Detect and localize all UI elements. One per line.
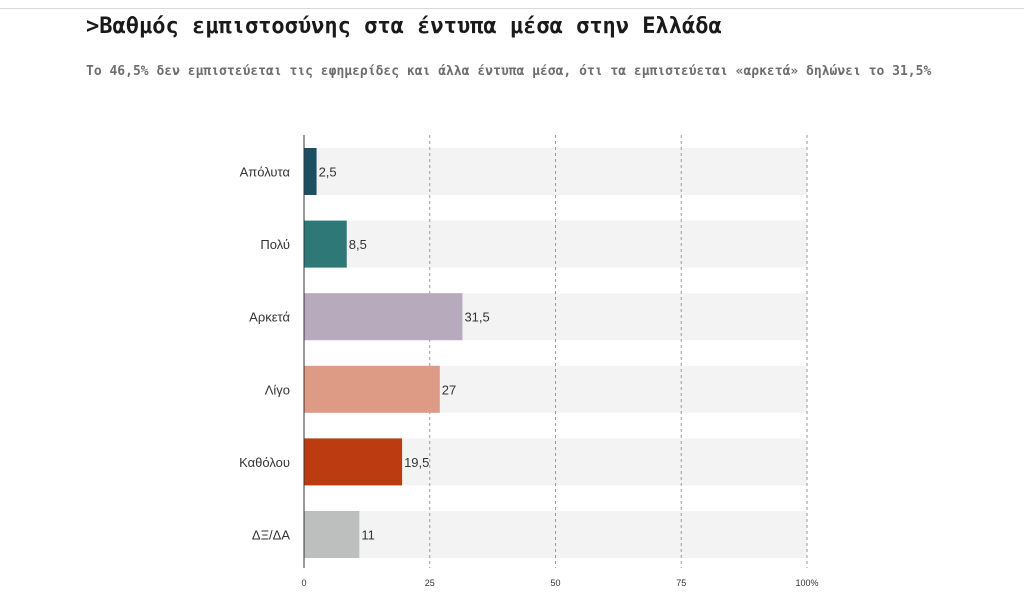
value-label: 27 xyxy=(442,382,456,397)
chart-subtitle: Το 46,5% δεν εμπιστεύεται τις εφημερίδες… xyxy=(86,64,932,79)
value-label: 8,5 xyxy=(349,237,367,252)
category-label: Αρκετά xyxy=(249,310,290,325)
bar xyxy=(304,148,317,195)
value-label: 11 xyxy=(361,528,375,543)
category-label: Πολύ xyxy=(260,237,290,252)
bar xyxy=(304,293,463,341)
category-label: ΔΞ/ΔΑ xyxy=(252,528,290,543)
x-tick-label: 50 xyxy=(550,578,560,588)
bar xyxy=(304,365,440,413)
bar xyxy=(304,220,347,268)
x-tick-label: 0 xyxy=(301,578,306,588)
x-tick-label: 25 xyxy=(425,578,435,588)
bar xyxy=(304,511,360,558)
category-label: Λίγο xyxy=(265,382,290,397)
x-tick-label: 75 xyxy=(676,578,686,588)
chart-title: >Βαθμός εμπιστοσύνης στα έντυπα μέσα στη… xyxy=(86,14,722,39)
bar xyxy=(304,438,403,486)
category-label: Καθόλου xyxy=(239,455,290,470)
category-label: Απόλυτα xyxy=(240,165,291,180)
top-border xyxy=(0,0,1024,9)
x-tick-label: 100% xyxy=(795,578,818,588)
value-label: 2,5 xyxy=(319,165,337,180)
value-label: 31,5 xyxy=(464,310,489,325)
value-label: 19,5 xyxy=(404,455,429,470)
